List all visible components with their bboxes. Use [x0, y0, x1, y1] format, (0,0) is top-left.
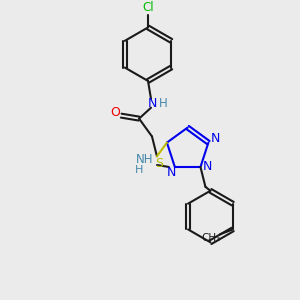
Text: CH₃: CH₃	[201, 233, 220, 243]
Text: Cl: Cl	[142, 1, 154, 14]
Text: H: H	[158, 97, 167, 110]
Text: O: O	[110, 106, 120, 119]
Text: NH: NH	[136, 153, 154, 166]
Text: N: N	[167, 167, 177, 179]
Text: S: S	[155, 157, 163, 170]
Text: H: H	[135, 165, 143, 175]
Text: N: N	[147, 97, 157, 110]
Text: N: N	[203, 160, 212, 173]
Text: N: N	[211, 132, 220, 145]
